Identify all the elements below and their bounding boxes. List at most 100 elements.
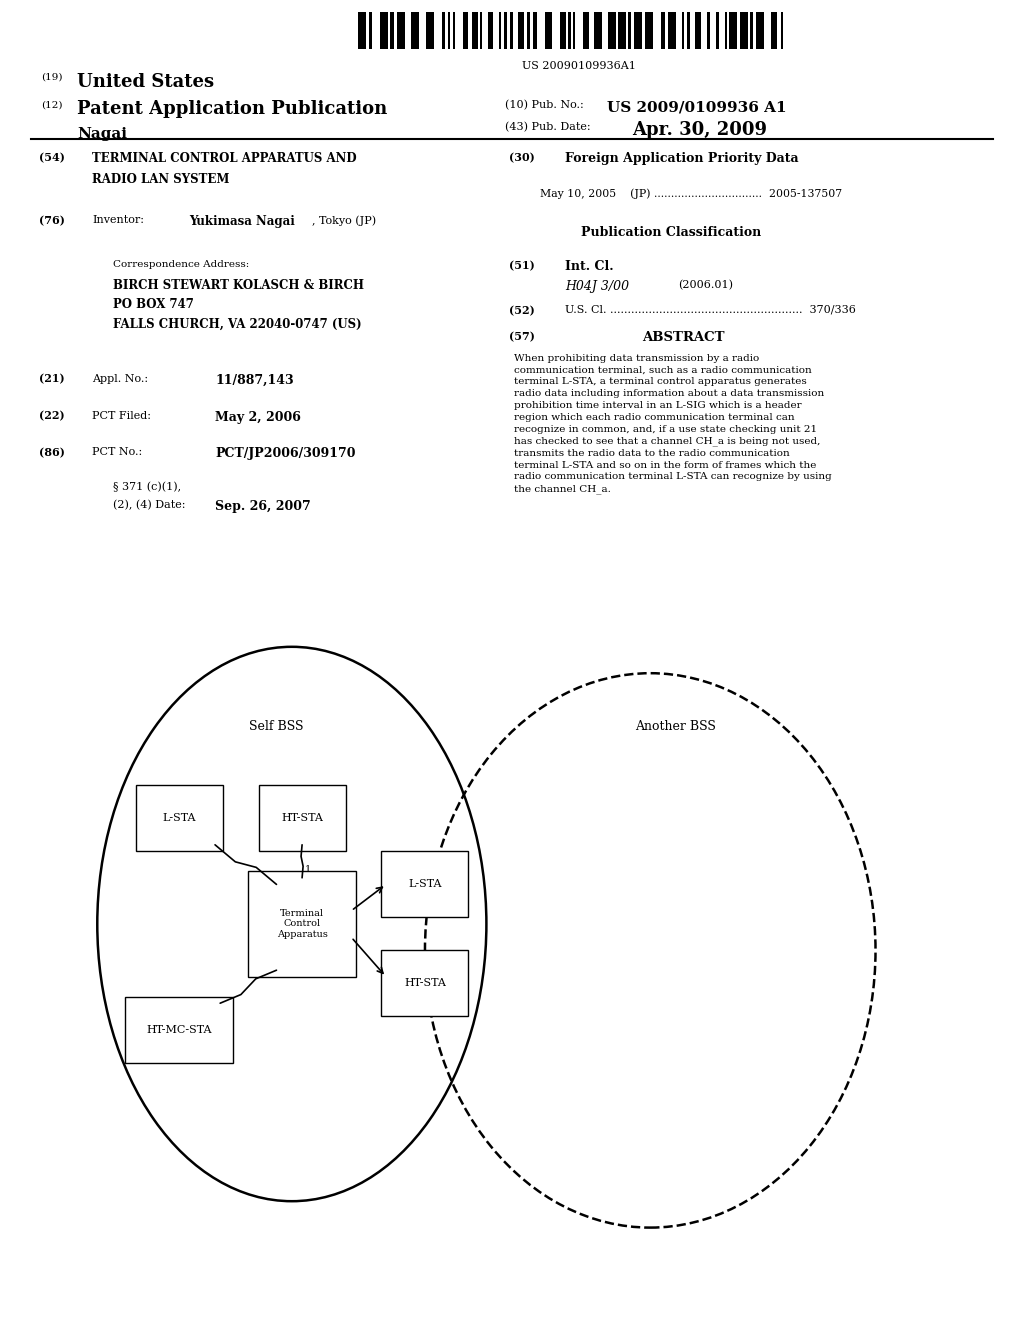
Bar [560,12,566,49]
Bar [756,12,764,49]
Text: ABSTRACT: ABSTRACT [642,331,725,345]
Text: (43) Pub. Date:: (43) Pub. Date: [505,121,591,132]
Text: PCT/JP2006/309170: PCT/JP2006/309170 [215,447,355,461]
Text: (2), (4) Date:: (2), (4) Date: [113,500,185,511]
Text: , Tokyo (JP): , Tokyo (JP) [312,215,377,226]
Bar [716,12,719,49]
Text: Int. Cl.: Int. Cl. [565,260,613,273]
Text: 1: 1 [305,865,311,874]
Text: (10) Pub. No.:: (10) Pub. No.: [505,100,587,111]
Bar [568,12,570,49]
Bar [583,12,589,49]
Text: FALLS CHURCH, VA 22040-0747 (US): FALLS CHURCH, VA 22040-0747 (US) [113,318,361,331]
Text: HT-STA: HT-STA [282,813,323,824]
Bar [707,12,711,49]
Text: Apr. 30, 2009: Apr. 30, 2009 [632,121,767,140]
Bar [453,12,455,49]
Text: Sep. 26, 2007: Sep. 26, 2007 [215,500,311,513]
Text: H04J 3/00: H04J 3/00 [565,280,630,293]
Bar [504,12,507,49]
Text: United States: United States [77,73,214,91]
Bar [449,12,451,49]
Bar [750,12,754,49]
Text: (54): (54) [39,152,65,162]
Text: (57): (57) [509,331,535,342]
Text: Correspondence Address:: Correspondence Address: [113,260,249,269]
FancyBboxPatch shape [381,950,469,1016]
Bar [669,12,676,49]
Text: HT-STA: HT-STA [404,978,445,989]
Text: (22): (22) [39,411,65,421]
Text: Foreign Application Priority Data: Foreign Application Priority Data [565,152,799,165]
Text: RADIO LAN SYSTEM: RADIO LAN SYSTEM [92,173,229,186]
Text: May 10, 2005    (JP) ................................  2005-137507: May 10, 2005 (JP) ......................… [540,189,842,199]
Bar [695,12,701,49]
Bar [629,12,631,49]
FancyBboxPatch shape [135,785,222,851]
Bar [780,12,782,49]
Text: May 2, 2006: May 2, 2006 [215,411,301,424]
Bar [618,12,627,49]
Text: (19): (19) [41,73,62,82]
Bar [411,12,419,49]
Text: PCT Filed:: PCT Filed: [92,411,152,421]
Bar [771,12,777,49]
Bar [390,12,393,49]
FancyBboxPatch shape [258,785,346,851]
Bar [397,12,404,49]
Text: 11/887,143: 11/887,143 [215,374,294,387]
FancyBboxPatch shape [125,997,232,1063]
FancyBboxPatch shape [381,851,469,917]
Bar [572,12,575,49]
Text: Nagai: Nagai [77,127,127,141]
Bar [369,12,372,49]
Text: (76): (76) [39,215,65,226]
Bar [527,12,529,49]
Text: (2006.01): (2006.01) [678,280,733,290]
Text: Patent Application Publication: Patent Application Publication [77,100,387,119]
Text: (51): (51) [509,260,535,271]
Text: (52): (52) [509,305,535,315]
Bar [426,12,434,49]
Bar [687,12,690,49]
FancyBboxPatch shape [248,871,356,977]
Bar [725,12,727,49]
Bar [380,12,388,49]
Text: (21): (21) [39,374,65,384]
Text: PO BOX 747: PO BOX 747 [113,298,194,312]
Text: BIRCH STEWART KOLASCH & BIRCH: BIRCH STEWART KOLASCH & BIRCH [113,279,364,292]
Text: Another BSS: Another BSS [636,719,716,733]
Text: US 20090109936A1: US 20090109936A1 [521,61,636,71]
Bar [487,12,494,49]
Text: (86): (86) [39,447,65,458]
Text: Self BSS: Self BSS [249,719,304,733]
Text: PCT No.:: PCT No.: [92,447,142,458]
Bar [595,12,602,49]
Text: Terminal
Control
Apparatus: Terminal Control Apparatus [276,909,328,939]
Text: Inventor:: Inventor: [92,215,144,226]
Text: (30): (30) [509,152,535,162]
Bar [662,12,665,49]
Bar [499,12,502,49]
Bar [729,12,737,49]
Text: US 2009/0109936 A1: US 2009/0109936 A1 [607,100,786,115]
Text: Yukimasa Nagai: Yukimasa Nagai [189,215,295,228]
Text: (12): (12) [41,100,62,110]
Text: § 371 (c)(1),: § 371 (c)(1), [113,482,181,492]
Bar [518,12,524,49]
Bar [442,12,444,49]
Bar [682,12,684,49]
Bar [358,12,367,49]
Bar [463,12,468,49]
Text: U.S. Cl. .......................................................  370/336: U.S. Cl. ...............................… [565,305,856,315]
Bar [534,12,537,49]
Bar [634,12,642,49]
Text: L-STA: L-STA [409,879,441,890]
Bar [545,12,552,49]
Bar [510,12,513,49]
Text: TERMINAL CONTROL APPARATUS AND: TERMINAL CONTROL APPARATUS AND [92,152,356,165]
Text: Appl. No.:: Appl. No.: [92,374,148,384]
Bar [472,12,477,49]
Bar [480,12,482,49]
Bar [739,12,748,49]
